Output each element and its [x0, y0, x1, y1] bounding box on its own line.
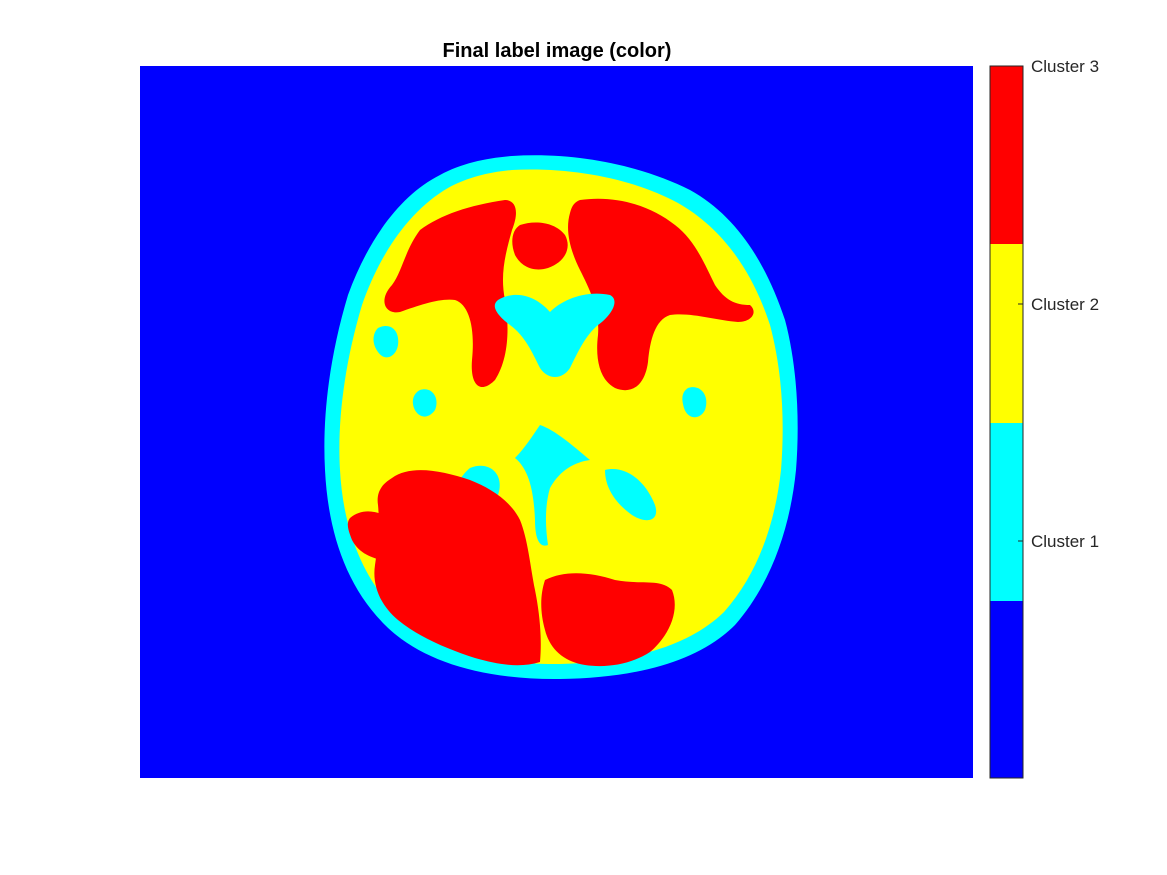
- colorbar-segment-cluster-2: [990, 244, 1023, 423]
- colorbar-label-cluster-1: Cluster 1: [1031, 532, 1099, 551]
- right-insula-csf: [682, 387, 707, 418]
- posterior-white-matter-left-edge: [347, 511, 396, 560]
- central-csf-region: [515, 425, 590, 546]
- frontal-white-matter-left: [384, 200, 516, 388]
- right-temporal-horn: [605, 469, 657, 521]
- colorbar-frame: [989, 65, 1024, 779]
- colorbar-segment-cluster-3: [990, 66, 1023, 244]
- label-image-axes: [140, 66, 973, 778]
- colorbar: Cluster 3 Cluster 2 Cluster 1: [989, 57, 1099, 779]
- left-sylvian-csf: [412, 389, 437, 417]
- posterior-white-matter-left: [374, 470, 541, 666]
- lateral-ventricles: [494, 293, 615, 377]
- colorbar-label-cluster-2: Cluster 2: [1031, 295, 1099, 314]
- posterior-white-matter-mid: [541, 573, 675, 667]
- left-insula-csf: [373, 325, 399, 358]
- frontal-white-matter-midline: [512, 222, 568, 270]
- frontal-white-matter-right: [568, 198, 754, 391]
- colorbar-segment-cluster-1: [990, 423, 1023, 601]
- figure-title: Final label image (color): [443, 40, 672, 62]
- colorbar-segment-background: [990, 601, 1023, 778]
- colorbar-label-cluster-3: Cluster 3: [1031, 57, 1099, 76]
- label-image: [140, 66, 973, 778]
